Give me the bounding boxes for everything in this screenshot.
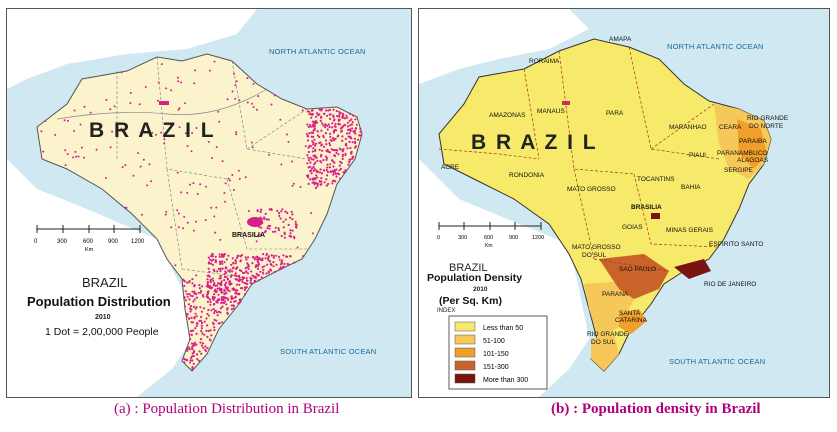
legend-item-label: Less than 50 xyxy=(483,325,523,332)
scale-tick-label: 900 xyxy=(509,235,518,241)
legend-swatch xyxy=(454,360,476,371)
population-distribution-map: NORTH ATLANTIC OCEAN SOUTH ATLANTIC OCEA… xyxy=(6,8,412,398)
scale-tick-label: 1200 xyxy=(532,235,544,241)
scale-unit-label: Km xyxy=(485,243,493,249)
scale-unit-label: Km xyxy=(85,247,94,253)
density-region-51-100 xyxy=(584,281,634,339)
population-density-map: NORTH ATLANTIC OCEAN SOUTH ATLANTIC OCEA… xyxy=(418,8,830,398)
scale-tick-label: 900 xyxy=(108,239,119,245)
brasilia-marker xyxy=(651,213,660,219)
legend-item-label: 101-150 xyxy=(483,351,509,358)
ocean-south-label: SOUTH ATLANTIC OCEAN xyxy=(280,347,376,356)
city-label: BRASILIA xyxy=(232,232,265,239)
state-label: CEARA xyxy=(719,124,742,131)
amazon-river xyxy=(56,88,268,120)
legend-swatch xyxy=(454,334,476,345)
scale-bar: 0 300 600 900 1200 Km xyxy=(437,222,544,249)
neighbour-land xyxy=(7,159,192,397)
brazil-landmass xyxy=(36,53,363,372)
city-label: BRASILIA xyxy=(631,204,662,211)
neighbour-land xyxy=(7,9,257,89)
legend-swatch xyxy=(454,321,476,332)
scale-bar: 0 300 600 900 1200 Km xyxy=(34,225,145,253)
density-region-low xyxy=(438,38,772,372)
scale-tick-label: 300 xyxy=(57,239,68,245)
legend-swatch xyxy=(454,373,476,384)
state-label: RIO GRANDE xyxy=(747,115,789,122)
legend-item-label: 151-300 xyxy=(483,364,509,371)
density-region-101-150 xyxy=(619,309,647,334)
legend-unit: (Per Sq. Km) xyxy=(439,295,502,307)
ocean-north-label: NORTH ATLANTIC OCEAN xyxy=(667,42,764,51)
state-label: ESPIRITO SANTO xyxy=(709,241,763,248)
legend-title: Population Density xyxy=(427,272,522,284)
legend-year: 2010 xyxy=(473,286,488,293)
state-label: RONDONIA xyxy=(509,172,545,179)
legend-title: Population Distribution xyxy=(27,294,171,309)
legend-country: BRAZIL xyxy=(82,275,128,290)
state-label: DO SUL xyxy=(591,339,616,346)
ocean-north-label: NORTH ATLANTIC OCEAN xyxy=(269,47,366,56)
state-label: MATO GROSSO xyxy=(567,186,616,193)
state-label: BAHIA xyxy=(681,184,701,191)
state-label: SERGIPE xyxy=(724,167,754,174)
density-region-51-100 xyxy=(591,334,619,371)
state-label: PARA xyxy=(606,110,624,117)
legend-swatch xyxy=(454,347,476,358)
scale-tick-label: 0 xyxy=(34,239,38,245)
state-label: SAO PAULO xyxy=(619,266,656,273)
ocean-south-label: SOUTH ATLANTIC OCEAN xyxy=(669,357,765,366)
state-borders xyxy=(116,56,308,280)
state-label: SANTA xyxy=(619,310,641,317)
state-borders xyxy=(438,46,720,272)
legend-items: Less than 50 51-100 101-150 151-300 More tha… xyxy=(454,321,528,384)
legend-year: 2010 xyxy=(95,314,111,321)
state-label: MANAUS xyxy=(537,108,565,115)
scale-tick-label: 600 xyxy=(83,239,94,245)
state-label: AMAZONAS xyxy=(489,112,526,119)
scale-tick-label: 300 xyxy=(458,235,467,241)
state-label: CATARINA xyxy=(615,317,648,324)
density-region-151-300 xyxy=(599,254,669,299)
state-label: RORAIMA xyxy=(529,58,560,65)
state-label: GOIAS xyxy=(622,224,643,231)
state-label: ALAGOAS xyxy=(737,157,769,164)
state-label: DO SUL xyxy=(582,252,607,259)
legend-item-label: More than 300 xyxy=(483,377,528,384)
scale-tick-label: 0 xyxy=(437,235,440,241)
scale-tick-label: 1200 xyxy=(131,239,145,245)
state-label: TOCANTINS xyxy=(637,176,675,183)
state-label: MATO GROSSO xyxy=(572,244,621,251)
state-label: AMAPA xyxy=(609,36,632,43)
scale-tick-label: 600 xyxy=(484,235,493,241)
legend-country: BRAZIL xyxy=(449,262,488,274)
state-label: PARANAMBUCO xyxy=(717,150,767,157)
state-label: MARANHAO xyxy=(669,124,707,131)
state-label: DO NORTE xyxy=(749,123,784,130)
density-region-101-150 xyxy=(737,119,767,169)
legend-item-label: 51-100 xyxy=(483,338,505,345)
state-label: RIO GRANDE xyxy=(587,331,629,338)
caption-population-distribution: (a) : Population Distribution in Brazil xyxy=(114,401,340,417)
caption-population-density: (b) : Population density in Brazil xyxy=(551,401,761,417)
state-labels: RORAIMA AMAPA AMAZONAS MANAUS PARA MARAN… xyxy=(441,36,789,346)
state-label: PARANA xyxy=(602,291,629,298)
state-label: RIO DE JANEIRO xyxy=(704,281,756,288)
state-label: MINAS GERAIS xyxy=(666,227,714,234)
country-label: B R A Z I L xyxy=(89,119,216,142)
state-label: PARAIBA xyxy=(739,138,767,145)
legend-dot-value: 1 Dot = 2,00,000 People xyxy=(45,326,159,338)
population-dots xyxy=(40,60,363,370)
legend-index-label: INDEX xyxy=(437,308,455,314)
state-label: PIAUI xyxy=(689,152,706,159)
country-label: B R A Z I L xyxy=(471,131,598,154)
density-region-over-300 xyxy=(674,259,711,279)
state-label: ACRE xyxy=(441,164,460,171)
manaus-marker xyxy=(562,101,570,105)
neighbour-land xyxy=(419,9,589,84)
